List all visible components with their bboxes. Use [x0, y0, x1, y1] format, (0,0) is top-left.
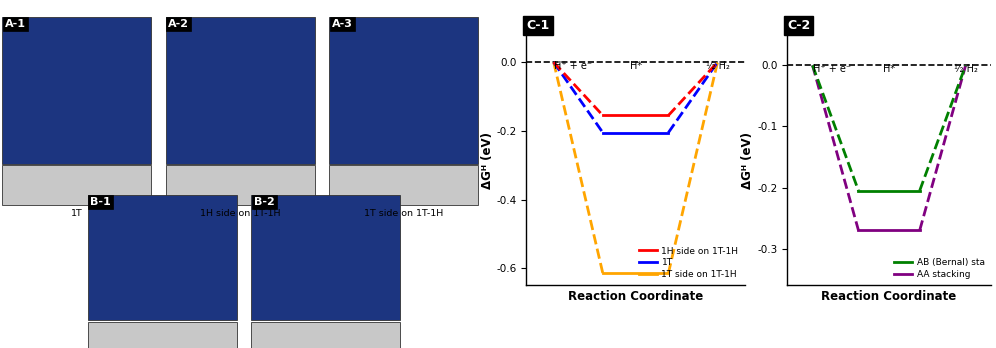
Bar	[330, 17, 478, 164]
Bar	[166, 165, 315, 205]
Bar	[88, 322, 237, 348]
Text: H*: H*	[629, 61, 641, 71]
Bar	[88, 195, 237, 320]
Text: H*: H*	[883, 64, 895, 74]
X-axis label: Reaction Coordinate: Reaction Coordinate	[568, 290, 703, 302]
Bar	[2, 17, 151, 164]
Text: C-1: C-1	[527, 19, 550, 32]
Bar	[166, 17, 315, 164]
Text: 1T: 1T	[71, 209, 83, 218]
Text: 1H side on 1T-1H: 1H side on 1T-1H	[200, 209, 281, 218]
Text: A-1: A-1	[5, 19, 26, 29]
Text: H⁺ + e⁻: H⁺ + e⁻	[813, 64, 851, 74]
Y-axis label: ΔGᴴ (eV): ΔGᴴ (eV)	[481, 132, 494, 189]
Text: C-2: C-2	[787, 19, 811, 32]
Text: H⁺ + e⁻: H⁺ + e⁻	[554, 61, 592, 71]
Text: 1T side on 1T-1H: 1T side on 1T-1H	[365, 209, 443, 218]
Text: ½ H₂: ½ H₂	[954, 64, 977, 74]
Text: A-3: A-3	[332, 19, 353, 29]
Bar	[2, 165, 151, 205]
Y-axis label: ΔGᴴ (eV): ΔGᴴ (eV)	[741, 132, 754, 189]
Legend: 1H side on 1T-1H, 1T, 1T side on 1T-1H: 1H side on 1T-1H, 1T, 1T side on 1T-1H	[637, 245, 740, 281]
Text: B-2: B-2	[254, 197, 275, 207]
Legend: AB (Bernal) sta, AA stacking: AB (Bernal) sta, AA stacking	[892, 256, 987, 281]
Bar	[251, 195, 400, 320]
Text: A-2: A-2	[168, 19, 189, 29]
X-axis label: Reaction Coordinate: Reaction Coordinate	[822, 290, 957, 302]
Bar	[330, 165, 478, 205]
Text: ½ H₂: ½ H₂	[705, 61, 729, 71]
Bar	[251, 322, 400, 348]
Text: B-1: B-1	[91, 197, 111, 207]
